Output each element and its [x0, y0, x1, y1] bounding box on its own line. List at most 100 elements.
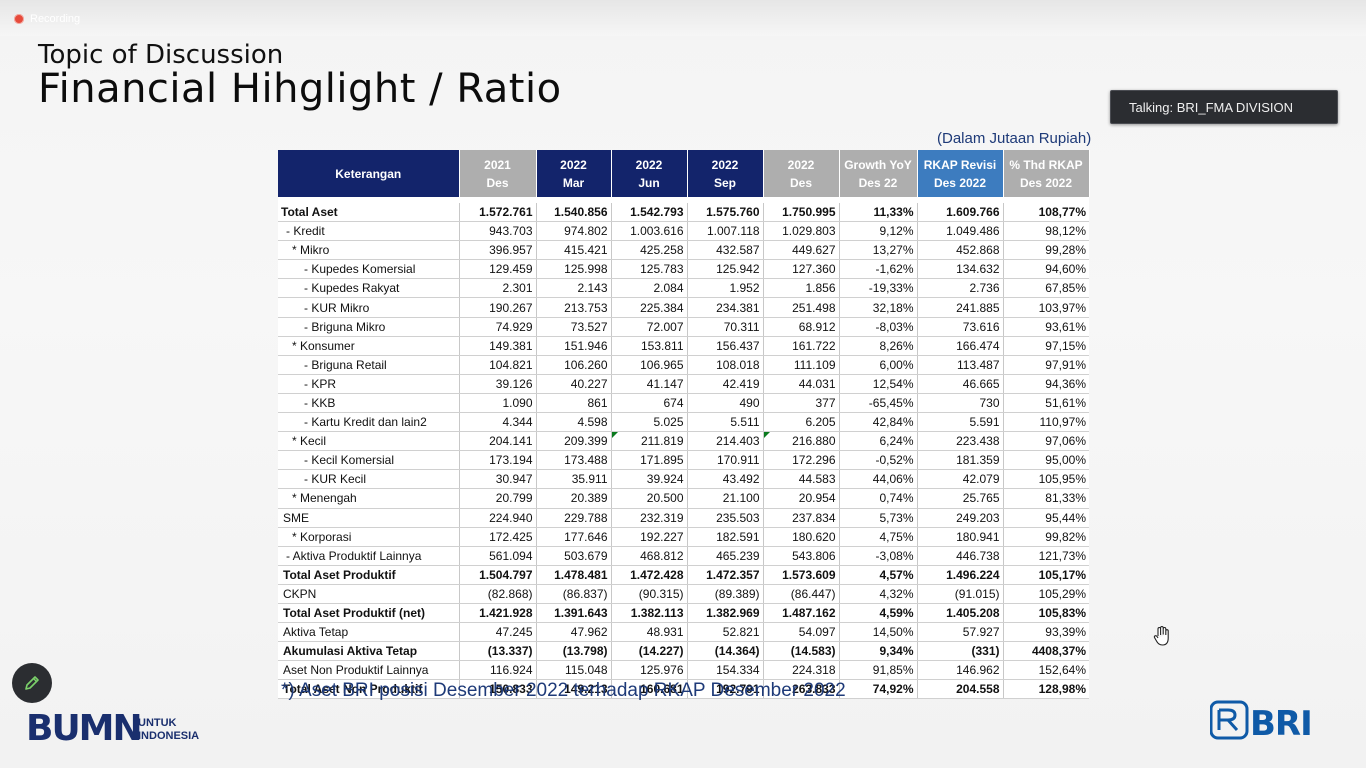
cell-value: (89.389): [686, 584, 763, 604]
cell-value: 1.029.803: [762, 221, 839, 242]
cell-value: 172.296: [762, 450, 839, 471]
cell-value: 13,27%: [838, 240, 917, 261]
cell-value: 180.941: [916, 527, 1003, 547]
cell-value: 2.084: [610, 278, 687, 299]
row-label: * Menengah: [278, 488, 459, 509]
cell-value: 8,26%: [838, 336, 917, 356]
cell-value: 1.421.928: [458, 603, 536, 624]
cell-value: (13.337): [458, 641, 536, 662]
table-row-kredit: - Kredit 943.703 974.802 1.003.616 1.007.118…: [278, 221, 1089, 242]
cell-value: 225.384: [610, 297, 687, 318]
cell-value: 1.750.995: [762, 203, 839, 223]
cell-value: 1.090: [458, 393, 536, 414]
cell-value: 108,77%: [1002, 203, 1089, 223]
bumn-logo: BUMN UNTUK INDONESIA: [26, 708, 206, 749]
cell-value: 204.141: [458, 431, 536, 452]
table-row-briguna-mikro: - Briguna Mikro 74.929 73.527 72.007 70.311 6…: [278, 317, 1089, 337]
cell-value: (91.015): [916, 584, 1003, 604]
table-row-akumulasi-aktiva-tetap: Akumulasi Aktiva Tetap (13.337) (13.798) (1…: [278, 641, 1089, 662]
row-label: Total Aset Produktif: [278, 565, 459, 585]
cell-value: 181.359: [916, 450, 1003, 471]
cell-value: 1.542.793: [610, 203, 687, 223]
row-label: SME: [278, 508, 459, 528]
cell-value: 166.474: [916, 336, 1003, 356]
cell-value: 213.753: [535, 297, 611, 318]
cell-value: 42.079: [916, 469, 1003, 490]
cell-value: 190.267: [458, 297, 536, 318]
cell-value: 81,33%: [1002, 488, 1089, 509]
cell-value: 125.942: [686, 259, 763, 280]
cell-value: 44.031: [762, 374, 839, 394]
cell-value: 241.885: [916, 297, 1003, 318]
cell-value: 93,61%: [1002, 317, 1089, 337]
annotate-button[interactable]: [12, 663, 52, 703]
bumn-logo-line1: UNTUK: [138, 717, 177, 729]
cell-value: 1.003.616: [610, 221, 687, 242]
cell-value: 4.344: [458, 412, 536, 433]
cell-value: 95,44%: [1002, 508, 1089, 528]
table-row-kupedes-komersial: - Kupedes Komersial 129.459 125.998 125.783…: [278, 259, 1089, 280]
cell-value: 249.203: [916, 508, 1003, 528]
cell-value: 468.812: [610, 546, 687, 566]
cell-value: 121,73%: [1002, 546, 1089, 566]
table-row-aset-non-produktif-lainnya: Aset Non Produktif Lainnya 116.924 115.048…: [278, 660, 1089, 681]
table-row-aktiva-tetap: Aktiva Tetap 47.245 47.962 48.931 52.821 54.0…: [278, 622, 1089, 643]
cell-value: 42,84%: [838, 412, 917, 433]
cell-value: 116.924: [458, 660, 536, 681]
cell-value: 192.227: [610, 527, 687, 547]
cell-value: 98,12%: [1002, 221, 1089, 242]
cell-value: 35.911: [535, 469, 611, 490]
cell-value: 104.821: [458, 355, 536, 375]
cell-value: 4,59%: [838, 603, 917, 624]
cell-value: 47.245: [458, 622, 536, 643]
cell-value: 43.492: [686, 469, 763, 490]
cell-value: 20.389: [535, 488, 611, 509]
cell-value: 127.360: [762, 259, 839, 280]
header-pct-rkap: % Thd RKAP Des 2022: [1003, 150, 1090, 197]
row-label: CKPN: [278, 584, 459, 604]
cell-value: 561.094: [458, 546, 536, 566]
cell-value: 39.924: [610, 469, 687, 490]
row-label: Aset Non Produktif Lainnya: [278, 660, 459, 681]
cell-value: 229.788: [535, 508, 611, 528]
cell-value: 94,36%: [1002, 374, 1089, 394]
cell-value: 503.679: [535, 546, 611, 566]
cell-value: 232.319: [610, 508, 687, 528]
cell-value: 110,97%: [1002, 412, 1089, 433]
cell-value: 543.806: [762, 546, 839, 566]
cell-value: 449.627: [762, 240, 839, 261]
cell-value: 861: [535, 393, 611, 414]
row-label: - Aktiva Produktif Lainnya: [278, 546, 459, 566]
cell-value: 1.573.609: [762, 565, 839, 585]
cell-value: 224.940: [458, 508, 536, 528]
cell-value: 396.957: [458, 240, 536, 261]
cell-value: -1,62%: [838, 259, 917, 280]
cell-value: 4,32%: [838, 584, 917, 604]
cell-value: (86.837): [535, 584, 611, 604]
table-row-total-aset-non-produktif: Total Aset Non Produktif 150.833 149.213 16…: [278, 679, 1089, 700]
cell-value: 1.478.481: [535, 565, 611, 585]
cell-value: 1.575.760: [686, 203, 763, 223]
cell-value: (13.798): [535, 641, 611, 662]
cell-value: 106.260: [535, 355, 611, 375]
cell-value: 1.382.113: [610, 603, 687, 624]
bumn-logo-wordmark: BUMN: [26, 708, 141, 744]
cell-value: 415.421: [535, 240, 611, 261]
cell-value: 97,06%: [1002, 431, 1089, 452]
table-body: Total Aset 1.572.761 1.540.856 1.542.793 1.5…: [278, 197, 1089, 700]
row-label: - Kupedes Rakyat: [278, 278, 459, 299]
cell-value: (331): [916, 641, 1003, 662]
unit-note: (Dalam Jutaan Rupiah): [937, 130, 1092, 147]
cell-value: 4408,37%: [1002, 641, 1089, 662]
cell-value: 74,92%: [838, 679, 917, 700]
cell-value: 1.496.224: [916, 565, 1003, 585]
table-row-kartu-kredit: - Kartu Kredit dan lain2 4.344 4.598 5.025 5…: [278, 412, 1089, 433]
financial-table-wrap: Keterangan 2021 Des 2022 Mar 2022 Jun 2022 S…: [278, 150, 1090, 700]
cell-value: 39.126: [458, 374, 536, 394]
row-label: Akumulasi Aktiva Tetap: [278, 641, 459, 662]
row-label: - Kartu Kredit dan lain2: [278, 412, 459, 433]
cell-value: 1.391.643: [535, 603, 611, 624]
cell-value: 177.646: [535, 527, 611, 547]
cell-value: 42.419: [686, 374, 763, 394]
financial-table: Keterangan 2021 Des 2022 Mar 2022 Jun 2022 S…: [278, 150, 1090, 700]
